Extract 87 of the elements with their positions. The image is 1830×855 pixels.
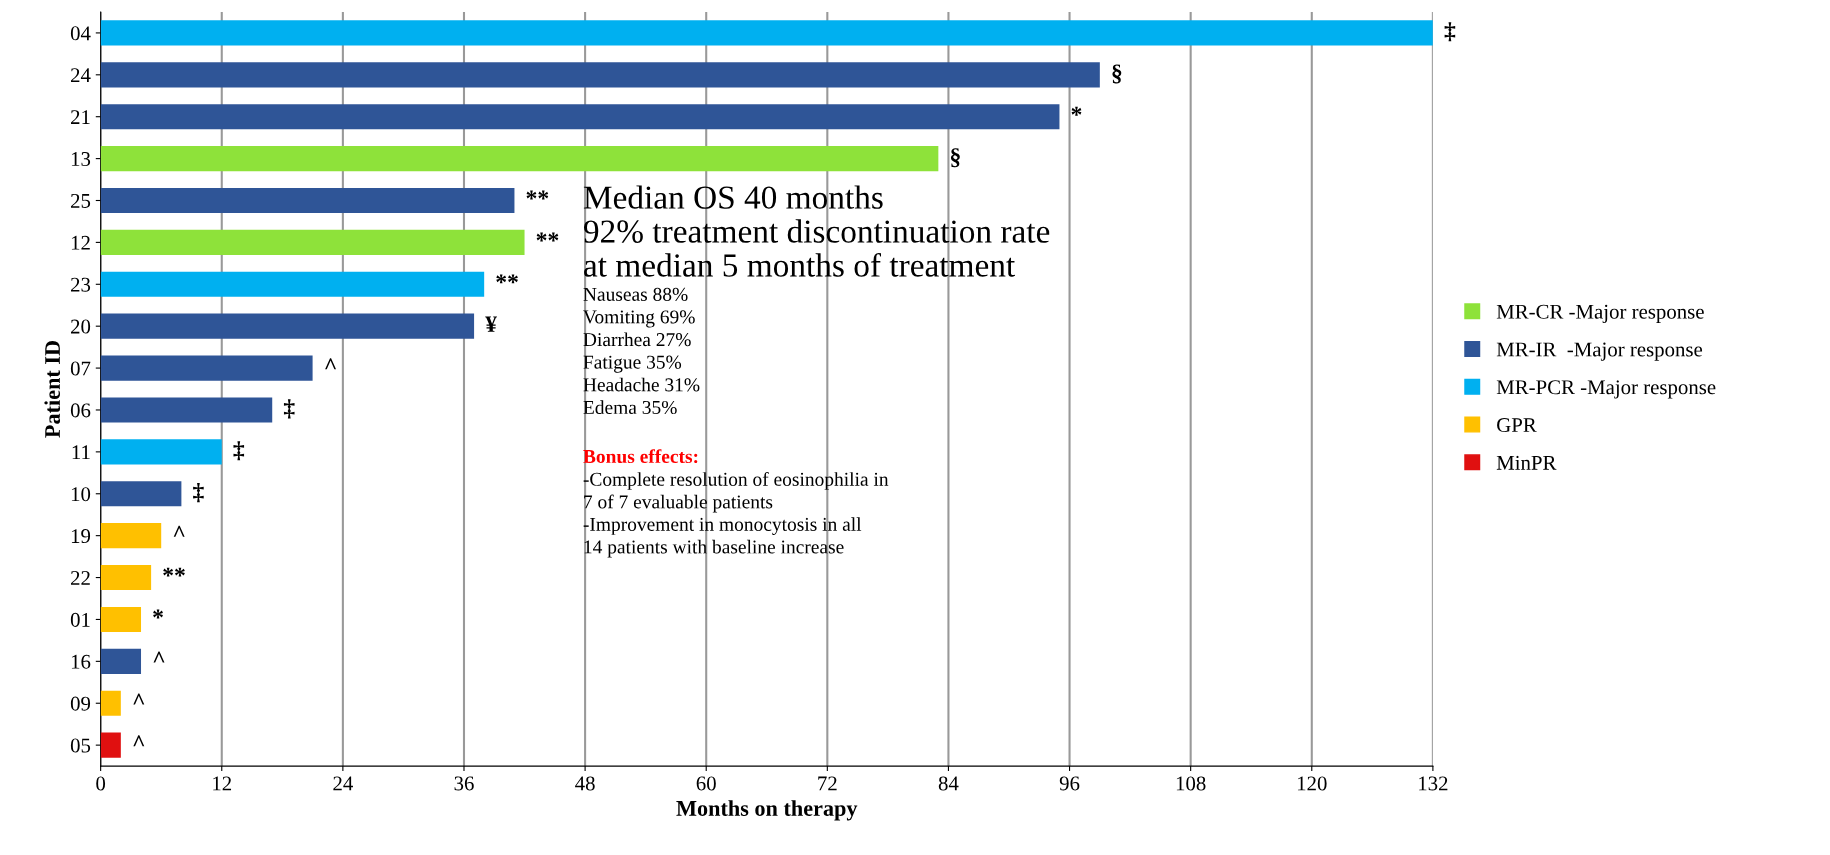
bar — [100, 564, 152, 591]
legend-label: MR-CR -Major response — [1496, 304, 1704, 323]
y-tick-label: 06 — [70, 403, 91, 418]
y-tick-label: 12 — [71, 235, 90, 250]
bar — [100, 355, 313, 381]
data-label: ^ — [133, 693, 145, 705]
y-tick-label: 11 — [72, 445, 90, 460]
data-label: ** — [526, 190, 549, 200]
data-label: ^ — [173, 525, 185, 537]
x-tick-label: 60 — [696, 776, 716, 791]
annotation: Edema 35% — [583, 400, 677, 415]
y-tick-label: 07 — [70, 361, 91, 376]
data-label: ^ — [133, 735, 145, 747]
x-tick-label: 72 — [818, 776, 837, 791]
x-tick-label: 48 — [575, 776, 595, 791]
data-label: * — [153, 609, 163, 619]
bar — [100, 523, 162, 549]
legend-label: MR-PCR -Major response — [1496, 380, 1716, 399]
bar — [100, 732, 121, 758]
bar — [100, 690, 121, 716]
data-label: ‡ — [283, 399, 295, 419]
legend-label: GPR — [1497, 418, 1537, 433]
data-label: § — [1112, 64, 1122, 84]
annotation: 7 of 7 evaluable patients — [584, 494, 773, 513]
annotation: -Complete resolution of eosinophilia in — [583, 471, 889, 490]
bar — [100, 313, 475, 339]
annotation: Diarrhea 27% — [583, 332, 691, 347]
y-axis-title: Patient ID — [44, 341, 61, 438]
y-tick-label: 19 — [71, 529, 91, 544]
data-label: ¥ — [485, 316, 497, 332]
annotation: 92% treatment discontinuation rate — [583, 219, 1050, 243]
bar — [100, 20, 1433, 46]
bar — [100, 146, 939, 172]
y-tick-label: 16 — [71, 654, 91, 669]
annotation: Vomiting 69% — [583, 310, 695, 328]
y-tick-label: 25 — [71, 193, 91, 208]
bar — [100, 397, 273, 423]
bar — [100, 187, 515, 214]
y-tick-label: 23 — [71, 277, 91, 292]
data-label: ‡ — [193, 483, 204, 503]
annotation: Bonus effects: — [583, 449, 698, 464]
y-tick-label: 20 — [71, 319, 91, 334]
data-label: ** — [536, 232, 559, 242]
x-tick-label: 96 — [1059, 776, 1080, 791]
y-tick-label: 04 — [70, 26, 91, 41]
annotation: 14 patients with baseline increase — [584, 539, 844, 558]
y-tick-label: 10 — [71, 487, 91, 502]
x-tick-label: 120 — [1297, 776, 1327, 791]
bar — [100, 606, 142, 633]
y-tick-label: 24 — [71, 68, 91, 83]
y-tick-label: 09 — [70, 696, 91, 711]
x-tick-label: 24 — [333, 776, 353, 791]
bar — [100, 648, 142, 674]
data-label: ** — [496, 274, 518, 284]
bar — [100, 62, 1100, 88]
data-label: ‡ — [233, 441, 245, 461]
data-label: ** — [163, 567, 185, 577]
data-label: ^ — [325, 358, 337, 370]
x-axis-title: Months on therapy — [676, 800, 858, 821]
annotation: at median 5 months of treatment — [584, 252, 1016, 277]
annotation: -Improvement in monocytosis in all — [583, 517, 862, 535]
data-label: * — [1071, 106, 1082, 116]
y-tick-label: 01 — [70, 612, 90, 627]
data-label: ^ — [153, 651, 165, 663]
annotation: Headache 31% — [583, 377, 700, 392]
legend-label: MinPR — [1496, 455, 1557, 470]
y-tick-label: 13 — [71, 152, 91, 167]
x-tick-label: 108 — [1176, 776, 1206, 791]
bar — [100, 229, 525, 255]
x-tick-label: 132 — [1419, 776, 1448, 791]
legend-label: MR-IR -Major response — [1496, 342, 1703, 361]
annotation: Median OS 40 months — [583, 185, 883, 209]
data-label: ‡ — [1444, 22, 1456, 42]
bar — [100, 439, 222, 465]
data-label: § — [950, 148, 960, 168]
y-tick-label: 21 — [71, 110, 90, 124]
y-tick-label: 22 — [71, 570, 90, 585]
y-tick-label: 05 — [70, 738, 91, 753]
x-tick-label: 84 — [938, 776, 959, 791]
annotation: Nauseas 88% — [583, 287, 688, 301]
bar — [100, 481, 182, 507]
annotation: Fatigue 35% — [583, 355, 682, 373]
bar — [100, 271, 485, 297]
bar — [100, 104, 1060, 130]
x-tick-label: 0 — [96, 776, 106, 791]
x-tick-label: 36 — [454, 776, 474, 791]
x-tick-label: 12 — [213, 776, 232, 791]
